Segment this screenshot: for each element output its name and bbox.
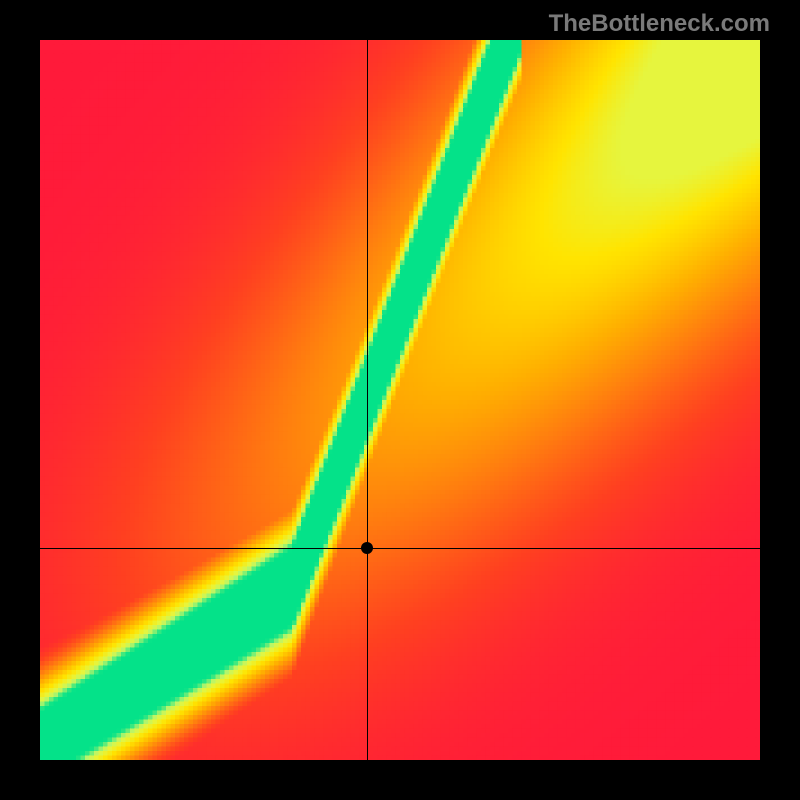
crosshair-horizontal: [40, 548, 760, 549]
crosshair-vertical: [367, 40, 368, 760]
heatmap-canvas: [40, 40, 760, 760]
selection-marker-dot: [361, 542, 373, 554]
watermark-text: TheBottleneck.com: [549, 10, 770, 38]
bottleneck-heatmap: [40, 40, 760, 760]
